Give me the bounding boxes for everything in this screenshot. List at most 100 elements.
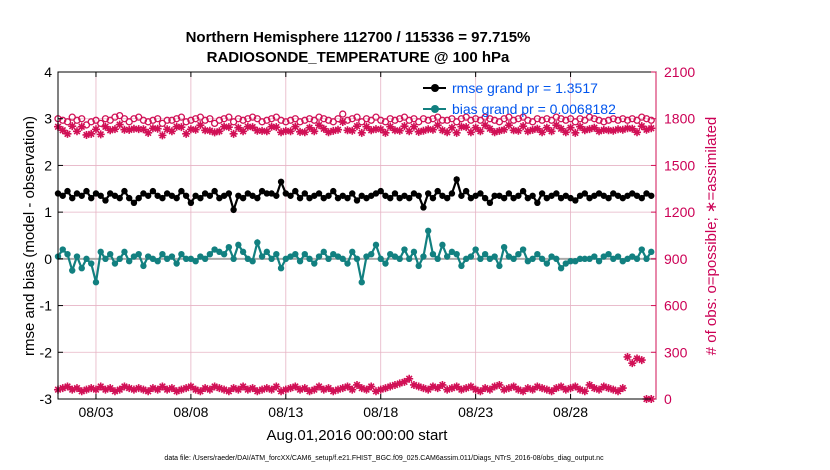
assimilated-obs-point [585,380,594,389]
assimilated-obs-point [253,387,262,396]
rmse-point [201,190,209,197]
assimilated-obs-point [129,385,138,394]
assimilated-obs-point-upper [310,127,319,136]
bias-point [548,253,555,260]
bias-point [258,253,266,260]
bias-point [410,248,418,256]
bias-point [159,250,166,258]
rmse-point [377,187,384,195]
bias-point [387,250,394,258]
assimilated-obs-point-upper [134,125,143,134]
assimilated-obs-point [267,385,276,394]
possible-obs-point [362,115,371,123]
rmse-point [363,194,370,202]
bias-point [182,255,190,263]
plot-area [58,72,656,399]
bias-point [515,250,522,258]
bias-point [377,255,384,263]
bias-point [439,241,446,249]
bias-point [254,239,261,246]
assimilated-obs-point-upper [381,128,390,137]
assimilated-obs-point [115,385,124,394]
assimilated-obs-point [519,387,528,396]
possible-obs-point [438,116,447,124]
assimilated-obs-point [272,382,281,391]
rmse-point [225,190,233,197]
assimilated-obs-point [481,384,490,393]
assimilated-obs-point-upper [158,131,167,140]
assimilated-obs-point-upper [642,125,651,134]
assimilated-obs-point [414,382,423,391]
possible-obs-point [220,115,228,123]
y-right-tick-label: 300 [664,344,688,360]
y-axis-right-ticks: 0 300 600 900 1200 1500 1800 2100 [651,64,695,407]
assimilated-obs-point-upper [291,122,300,131]
assimilated-obs-point-upper [196,121,205,130]
bias-point [144,253,152,260]
assimilated-obs-point [557,382,566,391]
rmse-point [629,190,636,197]
rmse-point [638,194,645,202]
bias-point [102,255,109,263]
legend-rmse-label: rmse grand pr = 1.3517 [452,80,598,96]
bias-point [334,253,342,260]
assimilated-obs-point-upper [163,125,172,134]
assimilated-obs-point-upper [623,124,632,133]
rmse-point [420,204,427,211]
rmse-point [472,192,479,199]
rmse-point [515,192,522,199]
possible-obs-point [154,115,162,123]
possible-obs-point [149,116,157,124]
assimilated-obs-point [229,384,238,393]
assimilated-obs-point [419,384,428,393]
rmse-point [406,194,413,202]
rmse-point [368,192,375,199]
possible-obs-point [244,115,252,123]
bias-point [268,255,275,263]
rmse-point [614,192,622,199]
assimilated-obs-point [381,384,390,393]
rmse-point [581,190,589,197]
assimilated-obs-point-upper [262,127,271,136]
assimilated-obs-point-upper [139,125,148,134]
rmse-point [296,194,304,202]
rmse-point [396,194,403,202]
rmse-point [486,199,494,206]
assimilated-obs-point [234,385,243,394]
rmse-point [543,194,551,202]
rmse-point [130,199,138,206]
assimilated-obs-point [210,382,219,391]
assimilated-obs-point [495,380,504,389]
rmse-point [391,190,399,197]
assimilated-obs-point-upper [566,123,575,132]
bias-point [235,241,242,249]
bias-point [610,255,617,263]
possible-obs-point [467,116,475,124]
possible-obs-point [533,115,541,123]
possible-obs-point [320,115,328,123]
bias-point [643,255,650,263]
rmse-point [111,192,119,199]
bias-point [524,257,532,265]
rmse-point [197,194,204,202]
assimilated-obs-point-upper [428,125,437,134]
assimilated-obs-point [262,384,271,393]
bias-point [325,255,332,263]
rmse-point [595,190,603,197]
assimilated-obs-point [618,384,627,393]
bias-point [391,253,399,260]
possible-obs-point [557,115,565,123]
possible-obs-point [101,115,110,123]
rmse-point [344,194,351,202]
possible-obs-point [595,116,603,124]
rmse-point [144,192,152,199]
rmse-point [477,190,484,197]
assimilated-obs-point [319,385,328,394]
rmse-point [505,190,513,197]
assimilated-obs-point [462,384,471,393]
possible-obs-point [130,115,138,123]
rmse-point [258,187,266,195]
bias-point [462,255,470,263]
bias-point [363,253,370,260]
rmse-point [572,197,579,204]
